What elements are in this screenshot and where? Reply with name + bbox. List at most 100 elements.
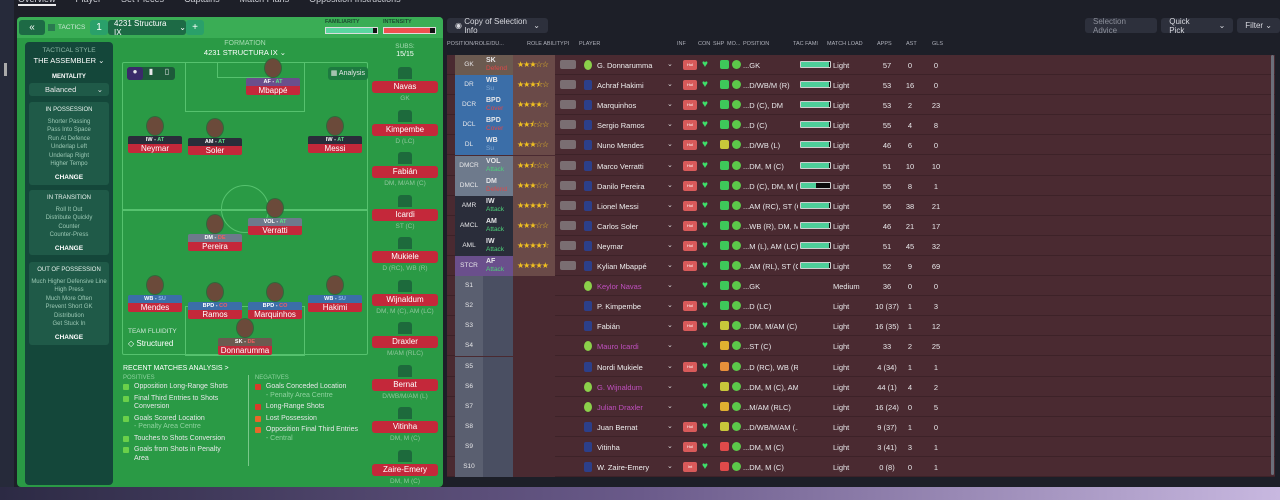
chevron-down-icon[interactable]: ⌄ (1218, 21, 1226, 30)
pitch-player[interactable]: BPD - CO Marquinhos (248, 282, 302, 319)
player-name[interactable]: Marquinhos (248, 310, 302, 319)
table-row[interactable]: S9 Vitinha ⌄ Hol ♥ ...DM, M (C) Light 3 (41) 3 1 (447, 436, 1275, 457)
column-header[interactable]: PI (564, 41, 570, 47)
player-name[interactable]: Carlos Soler (597, 221, 639, 231)
role-cell[interactable]: DM Defend (483, 175, 513, 196)
change-button[interactable]: CHANGE (54, 333, 84, 341)
chevron-down-icon[interactable]: ⌄ (667, 81, 673, 89)
table-row[interactable]: S3 Fabián ⌄ Hol ♥ ...DM, M/AM (C) Light 16 (35)… (447, 316, 1275, 337)
player-role[interactable]: AM - AT (188, 138, 242, 146)
bench-player[interactable]: Navas GK (372, 67, 438, 103)
role-cell[interactable]: WB Su (483, 135, 513, 156)
pitch-player[interactable]: VOL - AT Verratti (248, 198, 302, 235)
player-name[interactable]: Marquinhos (597, 101, 637, 111)
player-name[interactable]: Donnarumma (218, 346, 272, 355)
bench-player[interactable]: Kimpembe D (LC) (372, 109, 438, 146)
role-cell[interactable]: SK Defend (483, 55, 513, 75)
player-instructions-icon[interactable] (560, 120, 576, 130)
table-row[interactable]: GK SK Defend ★★★☆☆ G. Donnarumma ⌄ Hol ♥ ...GK Li… (447, 55, 1275, 75)
table-row[interactable]: S4 Mauro Icardi ⌄ ♥ ...ST (C) Light 33 2 25 (447, 336, 1275, 357)
chevron-down-icon[interactable]: ⌄ (667, 382, 673, 390)
player-role[interactable]: IW - AT (128, 136, 182, 144)
chevron-down-icon[interactable]: ⌄ (667, 121, 673, 129)
pitch-player[interactable]: AM - AT Soler (188, 118, 242, 155)
player-name[interactable]: Keylor Navas (597, 282, 642, 292)
column-header[interactable]: MO... (727, 41, 741, 47)
bench-player[interactable]: Zaire-Emery DM, M (C) (372, 449, 438, 486)
analysis-button[interactable]: ▦ Analysis (328, 67, 368, 80)
player-name[interactable]: Nuno Mendes (597, 141, 644, 151)
player-role[interactable]: IW - AT (308, 136, 362, 144)
role-cell[interactable]: IW Attack (483, 195, 513, 216)
bar-chart-icon[interactable]: ▮ (148, 67, 154, 76)
list-icon[interactable]: ▯ (164, 67, 170, 76)
mentality-select[interactable]: Balanced ⌄ (29, 83, 109, 96)
chevron-down-icon[interactable]: ⌄ (667, 342, 673, 350)
chevron-down-icon[interactable]: ⌄ (667, 282, 673, 290)
table-row[interactable]: DCR BPD Cover ★★★★☆ Marquinhos ⌄ Hol ♥ ...D (C),… (447, 95, 1275, 116)
role-cell[interactable]: IW Attack (483, 235, 513, 256)
player-instructions-icon[interactable] (560, 261, 576, 270)
table-row[interactable]: DCL BPD Cover ★★⯪☆☆ Sergio Ramos ⌄ Hol ♥ ...D (C… (447, 115, 1275, 136)
column-header[interactable]: POSITION (743, 41, 770, 47)
player-name[interactable]: G. Wijnaldum (597, 382, 643, 392)
player-name[interactable]: Verratti (248, 226, 302, 235)
role-cell[interactable]: VOL Attack (483, 155, 513, 176)
chevron-down-icon[interactable]: ⌄ (667, 422, 673, 430)
chevron-down-icon[interactable]: ⌄ (667, 201, 673, 209)
role-cell[interactable] (483, 316, 513, 337)
table-row[interactable]: S2 P. Kimpembe ⌄ Hol ♥ ...D (LC) Light 10 (37) 1… (447, 296, 1275, 317)
tactic-select[interactable]: 4231 Structura IX ⌄ (108, 19, 186, 37)
table-row[interactable]: S5 Nordi Mukiele ⌄ Hol ♥ ...D (RC), WB (R) Lig… (447, 356, 1275, 377)
view-toggle[interactable]: ● ▮ ▯ (127, 67, 175, 80)
player-instructions-icon[interactable] (560, 220, 576, 230)
table-row[interactable]: DMCR VOL Attack ★★⯪☆☆ Marco Verratti ⌄ Hol ♥...… (447, 155, 1275, 176)
role-cell[interactable] (483, 396, 513, 417)
player-name[interactable]: Achraf Hakimi (597, 81, 644, 91)
analysis-title[interactable]: RECENT MATCHES ANALYSIS > (123, 365, 229, 372)
chevron-down-icon[interactable]: ⌄ (667, 302, 673, 310)
bench-player[interactable]: Wijnaldum DM, M (C), AM (LC) (372, 279, 438, 316)
role-cell[interactable]: BPD Cover (483, 115, 513, 136)
player-name[interactable]: Ramos (188, 310, 242, 319)
player-role[interactable]: AF - AT (246, 78, 300, 86)
bench-player[interactable]: Draxler M/AM (RLC) (372, 322, 438, 358)
role-cell[interactable] (483, 376, 513, 397)
bench-player-name[interactable]: Vitinha (372, 421, 438, 433)
table-row[interactable]: S8 Juan Bernat ⌄ Hol ♥ ...D/WB/M/AM (... Light… (447, 416, 1275, 437)
column-header[interactable]: CON (698, 41, 711, 47)
pitch-player[interactable]: SK - DE Donnarumma (218, 318, 272, 355)
column-header[interactable]: SHP (713, 41, 725, 47)
player-role[interactable]: WB - SU (128, 295, 182, 303)
player-name[interactable]: Mendes (128, 303, 182, 312)
player-name[interactable]: Juan Bernat (597, 422, 638, 432)
role-cell[interactable] (483, 296, 513, 317)
player-name[interactable]: Mbappé (246, 86, 300, 95)
bench-player-name[interactable]: Fabián (372, 166, 438, 178)
player-instructions-icon[interactable] (560, 60, 576, 69)
player-role[interactable]: DM - DE (188, 234, 242, 242)
table-row[interactable]: AMCL AM Attack ★★★☆☆ Carlos Soler ⌄ Hol ♥ ...WB … (447, 215, 1275, 236)
formation-select[interactable]: 4231 STRUCTURA IX ⌄ (203, 48, 287, 57)
column-header[interactable]: PLAYER (579, 41, 601, 47)
pitch-player[interactable]: WB - SU Mendes (128, 275, 182, 312)
pitch-player[interactable]: BPD - CO Ramos (188, 282, 242, 319)
tab-captains[interactable]: Captains (184, 0, 220, 6)
chevron-down-icon[interactable]: ⌄ (667, 61, 673, 68)
column-header[interactable]: GLS (932, 41, 944, 47)
role-cell[interactable] (483, 336, 513, 357)
column-header[interactable]: INF (677, 41, 686, 47)
player-instructions-icon[interactable] (560, 200, 576, 210)
player-name[interactable]: Nordi Mukiele (597, 362, 643, 372)
pitch-player[interactable]: WB - SU Hakimi (308, 275, 362, 312)
column-header[interactable]: AST (906, 41, 917, 47)
player-name[interactable]: Soler (188, 146, 242, 155)
player-instructions-icon[interactable] (560, 160, 576, 170)
player-name[interactable]: Messi (308, 144, 362, 153)
player-name[interactable]: P. Kimpembe (597, 302, 642, 312)
player-name[interactable]: Danilo Pereira (597, 181, 645, 191)
bench-player[interactable]: Mukiele D (RC), WB (R) (372, 237, 438, 273)
pitch-player[interactable]: DM - DE Pereira (188, 214, 242, 251)
role-cell[interactable]: AF Attack (483, 256, 513, 276)
bench-player-name[interactable]: Kimpembe (372, 123, 438, 136)
